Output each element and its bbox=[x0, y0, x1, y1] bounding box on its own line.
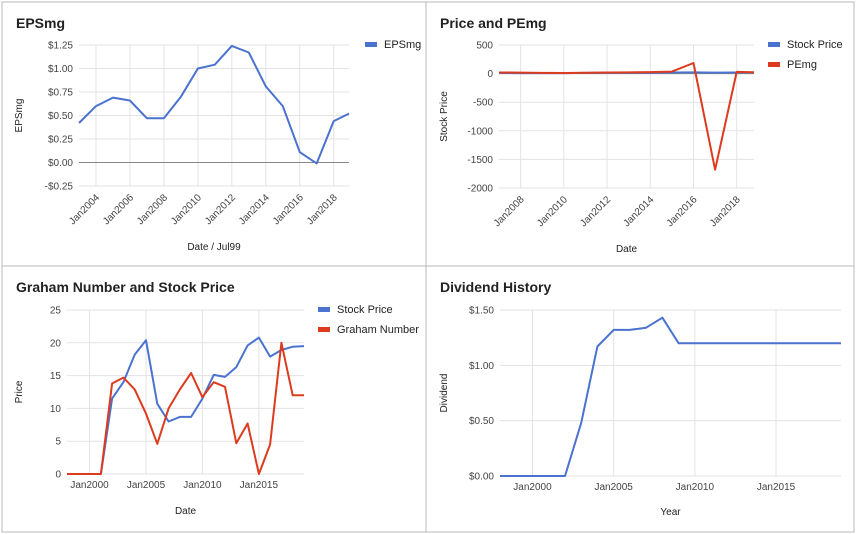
y-tick-label: -1500 bbox=[467, 155, 493, 166]
y-tick-label: $1.00 bbox=[48, 64, 73, 75]
panel-border bbox=[425, 1, 855, 267]
y-tick-label: $0.00 bbox=[48, 158, 73, 169]
chart-title: EPSmg bbox=[16, 15, 65, 31]
x-tick-label: Jan2005 bbox=[594, 482, 633, 493]
y-tick-label: 10 bbox=[50, 404, 62, 415]
legend-swatch bbox=[768, 42, 780, 47]
x-axis-label: Date bbox=[175, 506, 197, 517]
legend-label: EPSmg bbox=[384, 39, 421, 51]
y-tick-label: $0.00 bbox=[469, 472, 494, 483]
legend-swatch bbox=[318, 307, 330, 312]
y-tick-label: -2000 bbox=[467, 184, 493, 195]
y-tick-label: $1.25 bbox=[48, 41, 73, 52]
series-line-1 bbox=[500, 316, 841, 477]
chart-panel-3: Graham Number and Stock Price2520151050J… bbox=[1, 265, 427, 533]
y-tick-label: $0.75 bbox=[48, 88, 73, 99]
x-tick-label: Jan2015 bbox=[757, 482, 796, 493]
chart-title: Price and PEmg bbox=[440, 15, 547, 31]
panel-border bbox=[1, 1, 427, 267]
y-axis-label: EPSmg bbox=[14, 99, 25, 133]
x-tick-label: Jan2015 bbox=[240, 480, 279, 491]
y-tick-label: 0 bbox=[487, 69, 493, 80]
series-line-1 bbox=[78, 44, 350, 165]
x-axis-label: Date / Jul99 bbox=[187, 242, 241, 253]
y-tick-label: $0.50 bbox=[48, 111, 73, 122]
chart-panel-4: Dividend History $1.50 $1.00 $0.50 $0.00 Jan2… bbox=[425, 265, 855, 533]
y-tick-label: -$0.25 bbox=[45, 182, 74, 193]
chart-title: Graham Number and Stock Price bbox=[16, 279, 235, 295]
y-tick-label: $0.50 bbox=[469, 416, 494, 427]
x-tick-label: Jan2005 bbox=[127, 480, 166, 491]
y-tick-label: 500 bbox=[476, 41, 493, 52]
chart-title: Dividend History bbox=[440, 279, 551, 295]
x-tick-label: Jan2010 bbox=[676, 482, 715, 493]
legend-swatch bbox=[365, 42, 377, 47]
series-line-2 bbox=[67, 341, 304, 475]
x-axis-label: Date bbox=[616, 244, 638, 255]
y-tick-label: 15 bbox=[50, 371, 62, 382]
y-tick-label: 20 bbox=[50, 338, 62, 349]
y-tick-label: 0 bbox=[55, 470, 61, 481]
chart-panel-1: EPSmg $1.25 $1.00 $0.75 $0.50 $0.25 $0.00 -$0.2… bbox=[1, 1, 427, 267]
legend-label: Graham Number bbox=[337, 324, 419, 336]
y-tick-label: $1.50 bbox=[469, 306, 494, 317]
y-axis-label: Price bbox=[14, 380, 25, 403]
series-line-2 bbox=[498, 62, 755, 171]
y-tick-label: -500 bbox=[473, 98, 493, 109]
x-axis-label: Year bbox=[660, 507, 681, 518]
y-tick-label: $1.00 bbox=[469, 361, 494, 372]
y-axis-label: Dividend bbox=[439, 374, 450, 413]
legend-swatch bbox=[318, 327, 330, 332]
legend-label: Stock Price bbox=[787, 39, 843, 51]
legend-swatch bbox=[768, 62, 780, 67]
y-tick-label: 5 bbox=[55, 437, 61, 448]
x-tick-label: Jan2010 bbox=[183, 480, 222, 491]
y-tick-label: 25 bbox=[50, 306, 62, 317]
y-axis-label: Stock Price bbox=[439, 91, 450, 142]
legend-label: Stock Price bbox=[337, 304, 393, 316]
legend-label: PEmg bbox=[787, 59, 817, 71]
y-tick-label: $0.25 bbox=[48, 135, 73, 146]
chart-panel-2: Price and PEmg5000-500-1000-1500-2000Jan… bbox=[425, 1, 855, 267]
y-tick-label: -1000 bbox=[467, 126, 493, 137]
x-tick-label: Jan2000 bbox=[513, 482, 552, 493]
x-tick-label: Jan2000 bbox=[70, 480, 109, 491]
